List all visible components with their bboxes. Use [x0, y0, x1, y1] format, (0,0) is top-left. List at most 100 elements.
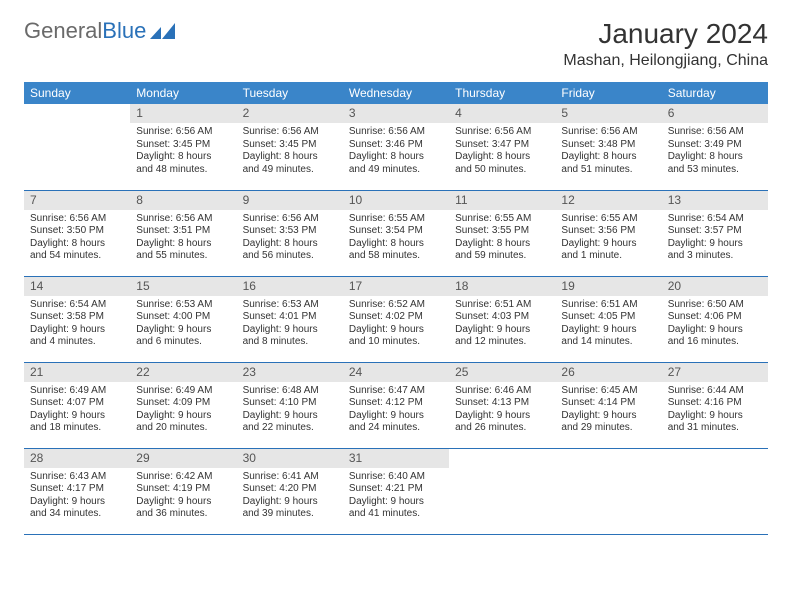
day-data: Sunrise: 6:56 AMSunset: 3:46 PMDaylight:… [343, 123, 449, 180]
calendar-day-cell [662, 448, 768, 534]
daylight-text-1: Daylight: 8 hours [668, 151, 762, 164]
daylight-text-2: and 49 minutes. [243, 164, 337, 177]
daylight-text-1: Daylight: 9 hours [455, 410, 549, 423]
calendar-day-cell: 22 Sunrise: 6:49 AMSunset: 4:09 PMDayligh… [130, 362, 236, 448]
daylight-text-1: Daylight: 8 hours [243, 151, 337, 164]
daylight-text-1: Daylight: 9 hours [243, 324, 337, 337]
day-data: Sunrise: 6:56 AMSunset: 3:45 PMDaylight:… [237, 123, 343, 180]
daylight-text-2: and 41 minutes. [349, 508, 443, 521]
daylight-text-1: Daylight: 8 hours [349, 151, 443, 164]
calendar-day-cell: 15Sunrise: 6:53 AMSunset: 4:00 PMDayligh… [130, 276, 236, 362]
sunset-text: Sunset: 3:58 PM [30, 311, 124, 324]
day-data: Sunrise: 6:47 AMSunset: 4:12 PMDaylight:… [343, 382, 449, 439]
day-data: Sunrise: 6:46 AMSunset: 4:13 PMDaylight:… [449, 382, 555, 439]
location: Mashan, Heilongjiang, China [563, 52, 768, 70]
sunrise-text: Sunrise: 6:56 AM [136, 213, 230, 226]
sunset-text: Sunset: 4:07 PM [30, 397, 124, 410]
sunset-text: Sunset: 4:00 PM [136, 311, 230, 324]
sunset-text: Sunset: 4:06 PM [668, 311, 762, 324]
day-number: 13 [662, 191, 768, 210]
daylight-text-1: Daylight: 8 hours [136, 151, 230, 164]
sunset-text: Sunset: 4:01 PM [243, 311, 337, 324]
sunrise-text: Sunrise: 6:56 AM [136, 126, 230, 139]
daylight-text-2: and 14 minutes. [561, 336, 655, 349]
day-number: 21 [24, 363, 130, 382]
calendar-day-cell: 21Sunrise: 6:49 AMSunset: 4:07 PMDayligh… [24, 362, 130, 448]
day-data: Sunrise: 6:54 AMSunset: 3:58 PMDaylight:… [24, 296, 130, 353]
logo-icon [150, 21, 176, 41]
sunset-text: Sunset: 4:19 PM [136, 483, 230, 496]
sunset-text: Sunset: 4:05 PM [561, 311, 655, 324]
sunrise-text: Sunrise: 6:56 AM [243, 126, 337, 139]
weekday-header: Sunday [24, 82, 130, 104]
daylight-text-1: Daylight: 9 hours [136, 410, 230, 423]
sunset-text: Sunset: 4:20 PM [243, 483, 337, 496]
weekday-header: Saturday [662, 82, 768, 104]
daylight-text-1: Daylight: 8 hours [136, 238, 230, 251]
sunset-text: Sunset: 3:45 PM [136, 139, 230, 152]
daylight-text-2: and 6 minutes. [136, 336, 230, 349]
daylight-text-2: and 56 minutes. [243, 250, 337, 263]
day-number: 22 [130, 363, 236, 382]
calendar-day-cell: 6Sunrise: 6:56 AMSunset: 3:49 PMDaylight… [662, 104, 768, 190]
weekday-header: Monday [130, 82, 236, 104]
sunrise-text: Sunrise: 6:48 AM [243, 385, 337, 398]
calendar-week-row: 1Sunrise: 6:56 AMSunset: 3:45 PMDaylight… [24, 104, 768, 190]
calendar-week-row: 21Sunrise: 6:49 AMSunset: 4:07 PMDayligh… [24, 362, 768, 448]
daylight-text-1: Daylight: 9 hours [30, 410, 124, 423]
sunset-text: Sunset: 4:03 PM [455, 311, 549, 324]
day-number: 25 [449, 363, 555, 382]
calendar-day-cell: 19Sunrise: 6:51 AMSunset: 4:05 PMDayligh… [555, 276, 661, 362]
calendar-day-cell: 7Sunrise: 6:56 AMSunset: 3:50 PMDaylight… [24, 190, 130, 276]
day-number: 1 [130, 104, 236, 123]
daylight-text-1: Daylight: 9 hours [30, 496, 124, 509]
day-number: 2 [237, 104, 343, 123]
day-number: 3 [343, 104, 449, 123]
day-number: 15 [130, 277, 236, 296]
sunrise-text: Sunrise: 6:54 AM [30, 299, 124, 312]
calendar-day-cell: 13Sunrise: 6:54 AMSunset: 3:57 PMDayligh… [662, 190, 768, 276]
sunset-text: Sunset: 4:10 PM [243, 397, 337, 410]
daylight-text-2: and 53 minutes. [668, 164, 762, 177]
sunset-text: Sunset: 3:50 PM [30, 225, 124, 238]
sunset-text: Sunset: 4:09 PM [136, 397, 230, 410]
daylight-text-2: and 29 minutes. [561, 422, 655, 435]
sunset-text: Sunset: 3:56 PM [561, 225, 655, 238]
daylight-text-1: Daylight: 9 hours [30, 324, 124, 337]
sunset-text: Sunset: 4:14 PM [561, 397, 655, 410]
daylight-text-1: Daylight: 8 hours [455, 238, 549, 251]
sunset-text: Sunset: 4:17 PM [30, 483, 124, 496]
sunrise-text: Sunrise: 6:47 AM [349, 385, 443, 398]
weekday-header: Wednesday [343, 82, 449, 104]
day-data: Sunrise: 6:51 AMSunset: 4:03 PMDaylight:… [449, 296, 555, 353]
daylight-text-2: and 12 minutes. [455, 336, 549, 349]
sunset-text: Sunset: 4:02 PM [349, 311, 443, 324]
calendar-day-cell: 4Sunrise: 6:56 AMSunset: 3:47 PMDaylight… [449, 104, 555, 190]
sunset-text: Sunset: 3:49 PM [668, 139, 762, 152]
day-data: Sunrise: 6:53 AMSunset: 4:01 PMDaylight:… [237, 296, 343, 353]
sunrise-text: Sunrise: 6:55 AM [455, 213, 549, 226]
day-data: Sunrise: 6:45 AMSunset: 4:14 PMDaylight:… [555, 382, 661, 439]
daylight-text-1: Daylight: 9 hours [136, 496, 230, 509]
sunset-text: Sunset: 3:45 PM [243, 139, 337, 152]
sunset-text: Sunset: 3:47 PM [455, 139, 549, 152]
daylight-text-1: Daylight: 9 hours [561, 410, 655, 423]
calendar-day-cell: 25Sunrise: 6:46 AMSunset: 4:13 PMDayligh… [449, 362, 555, 448]
calendar-day-cell: 17Sunrise: 6:52 AMSunset: 4:02 PMDayligh… [343, 276, 449, 362]
daylight-text-1: Daylight: 8 hours [349, 238, 443, 251]
calendar-day-cell: 31Sunrise: 6:40 AMSunset: 4:21 PMDayligh… [343, 448, 449, 534]
sunrise-text: Sunrise: 6:45 AM [561, 385, 655, 398]
sunrise-text: Sunrise: 6:49 AM [136, 385, 230, 398]
day-data: Sunrise: 6:56 AMSunset: 3:49 PMDaylight:… [662, 123, 768, 180]
logo: GeneralBlue [24, 18, 176, 44]
daylight-text-1: Daylight: 8 hours [243, 238, 337, 251]
day-data: Sunrise: 6:56 AMSunset: 3:45 PMDaylight:… [130, 123, 236, 180]
daylight-text-2: and 16 minutes. [668, 336, 762, 349]
sunrise-text: Sunrise: 6:50 AM [668, 299, 762, 312]
sunset-text: Sunset: 4:21 PM [349, 483, 443, 496]
title-block: January 2024 Mashan, Heilongjiang, China [563, 18, 768, 70]
sunrise-text: Sunrise: 6:42 AM [136, 471, 230, 484]
day-data: Sunrise: 6:56 AMSunset: 3:47 PMDaylight:… [449, 123, 555, 180]
daylight-text-2: and 1 minute. [561, 250, 655, 263]
calendar-day-cell: 27Sunrise: 6:44 AMSunset: 4:16 PMDayligh… [662, 362, 768, 448]
